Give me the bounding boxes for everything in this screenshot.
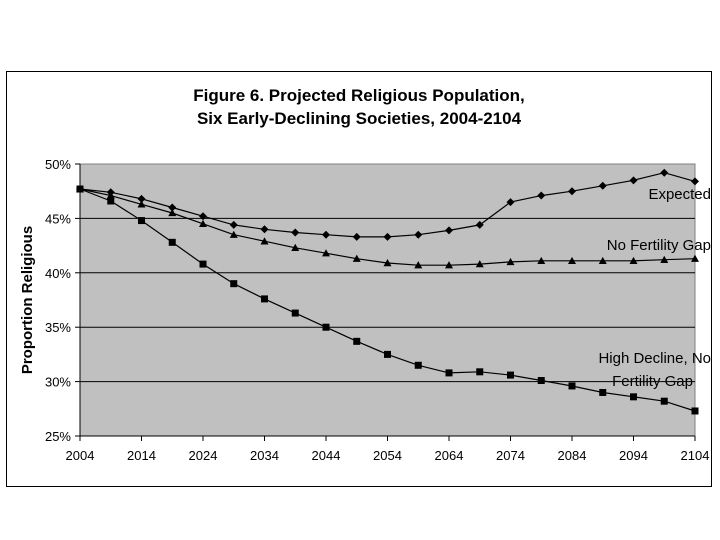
data-point-diamond <box>414 230 423 239</box>
data-point-diamond <box>537 191 546 200</box>
data-point-triangle <box>106 191 115 199</box>
data-point-diamond <box>199 212 207 221</box>
data-point-square <box>599 388 607 396</box>
data-point-triangle <box>691 254 699 262</box>
data-point-diamond <box>260 225 269 234</box>
data-point-triangle <box>568 256 576 265</box>
data-point-triangle <box>322 249 330 257</box>
y-axis-label: Proportion Religious <box>19 226 36 374</box>
data-point-triangle <box>383 259 392 267</box>
y-tick-label: 25% <box>45 429 71 444</box>
data-point-square <box>291 309 299 317</box>
data-point-diamond <box>383 232 392 241</box>
data-point-diamond <box>229 220 238 229</box>
x-tick-label: 2024 <box>189 448 218 463</box>
data-point-triangle <box>414 261 423 269</box>
data-point-diamond <box>322 230 330 239</box>
x-tick-label: 2074 <box>496 448 525 463</box>
data-point-triangle <box>229 230 238 238</box>
data-point-diamond <box>691 177 699 186</box>
data-point-diamond <box>475 220 484 229</box>
data-point-square <box>76 185 84 193</box>
data-point-square <box>138 217 145 225</box>
data-point-square <box>660 397 668 405</box>
x-tick-label: 2014 <box>127 448 156 463</box>
y-tick-label: 35% <box>45 320 71 335</box>
data-point-square <box>230 280 238 288</box>
data-point-diamond <box>568 187 576 196</box>
x-tick-label: 2104 <box>681 448 710 463</box>
data-point-triangle <box>475 260 484 268</box>
data-point-square <box>384 350 391 358</box>
data-point-triangle <box>445 261 453 269</box>
data-point-diamond <box>598 181 607 190</box>
data-point-triangle <box>629 256 638 265</box>
data-point-square <box>537 377 545 385</box>
x-tick-label: 2094 <box>619 448 648 463</box>
data-point-triangle <box>260 237 269 245</box>
data-point-square <box>414 361 422 369</box>
data-point-triangle <box>168 208 177 217</box>
data-point-square <box>168 238 176 246</box>
x-tick-label: 2084 <box>558 448 587 463</box>
x-tick-label: 2064 <box>435 448 464 463</box>
y-tick-label: 50% <box>45 157 71 172</box>
x-tick-label: 2044 <box>312 448 341 463</box>
data-point-diamond <box>137 194 146 203</box>
data-point-triangle <box>199 219 207 228</box>
data-point-triangle <box>291 243 300 251</box>
x-tick-label: 2004 <box>66 448 95 463</box>
data-point-square <box>322 323 330 331</box>
data-point-square <box>353 337 361 345</box>
y-tick-label: 45% <box>45 211 71 226</box>
data-point-diamond <box>506 198 515 207</box>
chart-title-line-2: Six Early-Declining Societies, 2004-2104 <box>197 109 522 128</box>
data-point-triangle <box>352 254 361 262</box>
data-point-diamond <box>445 226 453 235</box>
series-label-expected: Expected <box>648 186 711 203</box>
y-tick-label: 40% <box>45 266 71 281</box>
data-point-square <box>107 197 115 205</box>
data-point-diamond <box>629 176 638 185</box>
data-point-square <box>199 260 207 268</box>
y-tick-label: 30% <box>45 375 71 390</box>
data-point-triangle <box>660 255 669 263</box>
data-point-square <box>445 369 453 377</box>
data-point-square <box>630 393 637 401</box>
data-point-square <box>568 382 576 390</box>
data-point-triangle <box>506 257 515 266</box>
series-label-high-decline-line-2: Fertility Gap <box>612 373 693 390</box>
chart-title-line-1: Figure 6. Projected Religious Population… <box>193 86 525 105</box>
data-point-triangle <box>537 256 546 265</box>
series-label-no-fertility-gap: No Fertility Gap <box>607 237 711 254</box>
data-point-triangle <box>598 256 607 265</box>
data-point-square <box>476 368 484 376</box>
data-point-diamond <box>291 228 300 237</box>
data-point-square <box>261 295 268 303</box>
data-point-diamond <box>168 203 177 212</box>
data-point-diamond <box>352 232 361 241</box>
x-tick-label: 2054 <box>373 448 402 463</box>
data-point-triangle <box>137 200 146 208</box>
data-point-square <box>691 407 699 415</box>
series-label-high-decline-line-1: High Decline, No <box>598 350 711 367</box>
x-tick-label: 2034 <box>250 448 279 463</box>
data-point-diamond <box>660 168 669 177</box>
data-point-square <box>507 371 514 379</box>
